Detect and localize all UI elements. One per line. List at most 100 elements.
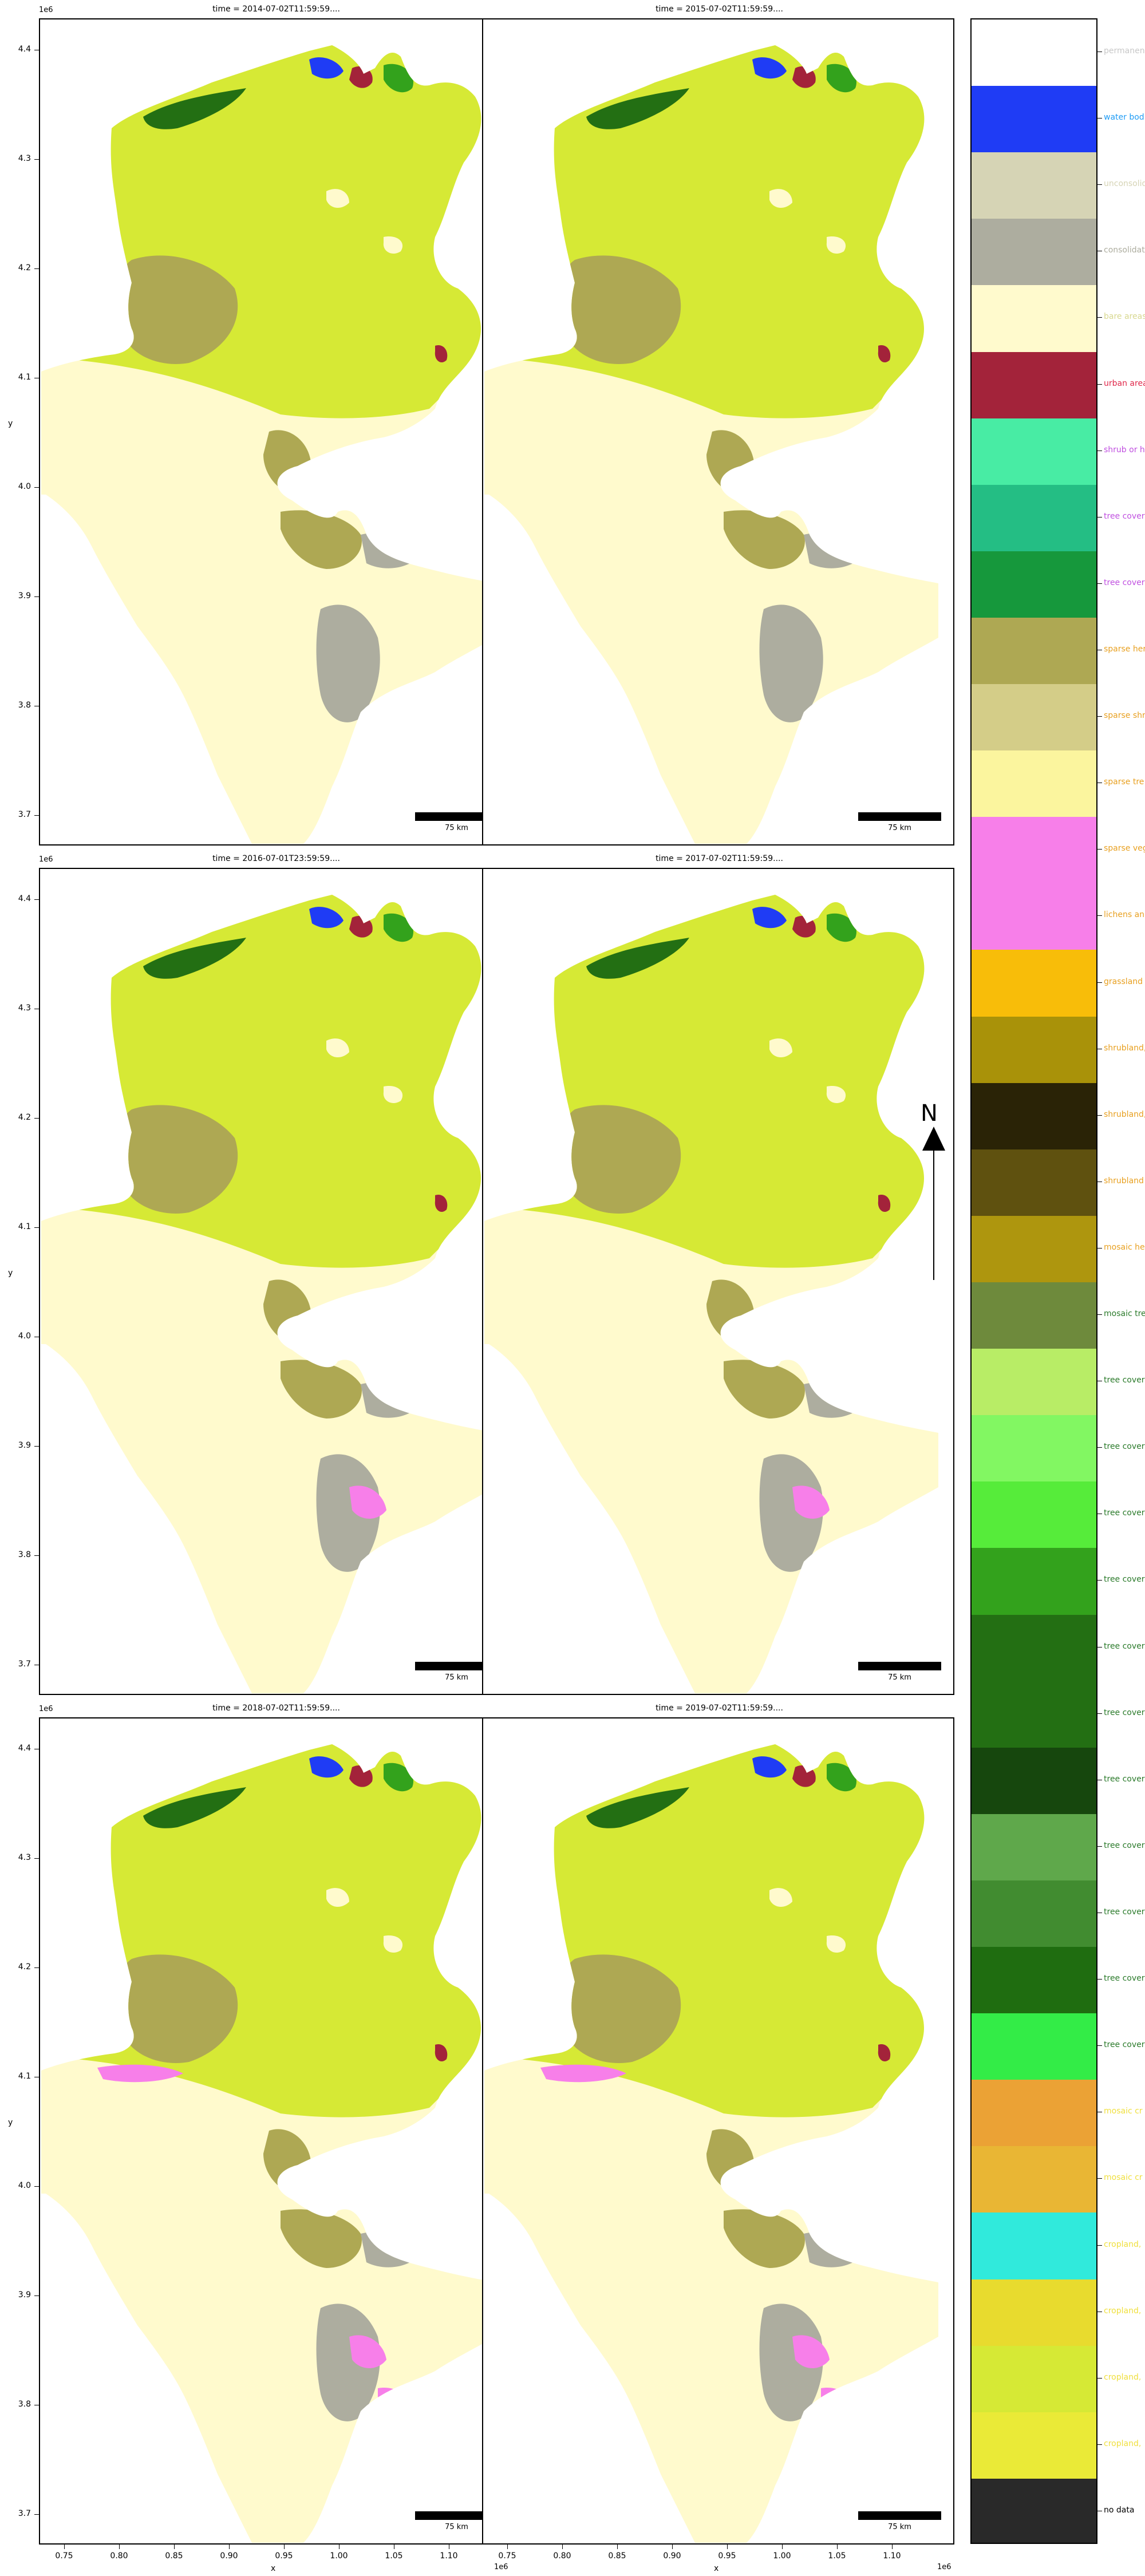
legend-label: shrubland, <box>1104 1109 1145 1119</box>
legend-label: water bod <box>1104 113 1144 123</box>
x-tick-label: 1.10 <box>440 2551 458 2561</box>
legend-label: cropland, <box>1104 2306 1142 2316</box>
y-tick-label: 3.9 <box>18 2290 31 2300</box>
x-axis-label: x <box>714 2564 719 2573</box>
land-cover-patch <box>361 2232 418 2267</box>
y-offset-label: 1e6 <box>39 1705 53 1713</box>
land-cover-patch <box>326 1888 349 1907</box>
y-tick-mark <box>34 815 39 816</box>
land-cover-patch <box>752 1756 787 1778</box>
y-offset-label: 1e6 <box>39 855 53 864</box>
legend-swatch <box>972 484 1096 552</box>
land-cover-map <box>41 895 495 1693</box>
scale-bar-label: 75 km <box>445 1673 468 1682</box>
map-panel-p2016: time = 2016-07-01T23:59:59.... 75 km <box>39 854 511 1695</box>
x-tick-label: 0.75 <box>55 2551 73 2561</box>
legend-swatch <box>972 2279 1096 2346</box>
land-cover-patch <box>281 2209 362 2268</box>
legend-label: grassland <box>1104 977 1143 986</box>
land-cover-patch <box>143 938 246 979</box>
land-cover-map <box>484 895 938 1693</box>
panel-title: time = 2019-07-02T11:59:59.... <box>656 1704 783 1713</box>
legend-swatch <box>972 1415 1096 1483</box>
legend-swatch <box>972 684 1096 752</box>
y-axis-label: y <box>8 419 13 428</box>
land-cover-patch <box>804 2232 861 2267</box>
x-tick-label: 0.85 <box>608 2551 626 2561</box>
y-tick-label: 4.1 <box>18 373 31 382</box>
land-cover-patch <box>560 255 681 364</box>
y-tick-mark <box>34 2186 39 2187</box>
scale-bar <box>415 812 498 821</box>
legend-label: tree cover <box>1104 1708 1145 1717</box>
x-tick-label: 0.85 <box>165 2551 183 2561</box>
y-tick-label: 4.3 <box>18 1853 31 1862</box>
land-cover-patch <box>752 57 787 79</box>
land-cover-patch <box>281 1360 362 1419</box>
y-tick-label: 3.9 <box>18 591 31 600</box>
x-tick-mark <box>892 2545 893 2549</box>
legend-label: tree cover <box>1104 578 1145 587</box>
y-tick-label: 4.0 <box>18 1332 31 1341</box>
land-cover-map <box>41 45 495 844</box>
legend-swatch <box>972 2146 1096 2214</box>
legend-swatch <box>972 883 1096 951</box>
legend-label: tree cover <box>1104 1376 1145 1385</box>
y-tick-label: 3.8 <box>18 1550 31 1559</box>
x-tick-mark <box>119 2545 120 2549</box>
y-tick-label: 4.0 <box>18 2181 31 2190</box>
legend-tick <box>1097 2178 1102 2179</box>
scale-bar-label: 75 km <box>445 2523 468 2531</box>
legend-label: permanent <box>1104 46 1145 56</box>
land-cover-patch <box>769 1888 792 1907</box>
y-tick-mark <box>34 596 39 597</box>
legend-swatch <box>972 1548 1096 1615</box>
legend-label: tree cover <box>1104 2040 1145 2050</box>
y-tick-mark <box>34 1858 39 1859</box>
legend-swatch <box>972 2412 1096 2479</box>
legend-label: tree cover <box>1104 1508 1145 1518</box>
north-arrow-icon <box>922 1127 945 1280</box>
y-tick-mark <box>34 899 39 900</box>
land-cover-patch <box>429 488 442 506</box>
legend-swatch <box>972 1747 1096 1815</box>
legend-label: shrub or h <box>1104 445 1145 455</box>
legend-label: consolidat <box>1104 246 1145 255</box>
legend-label: tree cover <box>1104 1907 1145 1917</box>
legend-swatch <box>972 219 1096 286</box>
land-cover-patch <box>826 1086 846 1104</box>
x-tick-mark <box>507 2545 508 2549</box>
legend-swatch <box>972 617 1096 685</box>
land-cover-patch <box>759 2304 823 2421</box>
legend-swatch <box>972 1215 1096 1283</box>
legend-label: mosaic tre <box>1104 1309 1145 1319</box>
y-tick-label: 4.4 <box>18 45 31 54</box>
legend-swatch <box>972 2478 1096 2543</box>
scale-bar <box>858 1662 941 1670</box>
land-cover-patch <box>143 1787 246 1828</box>
land-cover-patch <box>724 510 805 569</box>
y-tick-label: 3.8 <box>18 701 31 710</box>
x-axis-label: x <box>271 2564 276 2573</box>
y-tick-label: 4.3 <box>18 1003 31 1013</box>
land-cover-patch <box>384 913 413 942</box>
land-cover-patch <box>383 1086 403 1104</box>
legend-tick <box>1097 2377 1102 2379</box>
land-cover-patch <box>383 1935 403 1953</box>
legend-tick <box>1097 2045 1102 2046</box>
land-cover-patch <box>872 488 885 506</box>
land-cover-patch <box>724 2209 805 2268</box>
x-tick-mark <box>837 2545 838 2549</box>
legend-label: sparse veg <box>1104 844 1145 854</box>
land-cover-patch <box>560 1105 681 1214</box>
legend-swatch <box>972 551 1096 618</box>
legend-label: tree cover <box>1104 511 1145 521</box>
legend-label: lichens an <box>1104 910 1145 920</box>
scale-bar <box>415 1662 498 1670</box>
map-panel-p2017: time = 2017-07-02T11:59:59.... 75 km <box>482 854 954 1695</box>
land-cover-patch <box>560 1954 681 2063</box>
y-axis-label: y <box>8 1269 13 1278</box>
legend-swatch <box>972 1349 1096 1416</box>
panel-title: time = 2018-07-02T11:59:59.... <box>212 1704 340 1713</box>
